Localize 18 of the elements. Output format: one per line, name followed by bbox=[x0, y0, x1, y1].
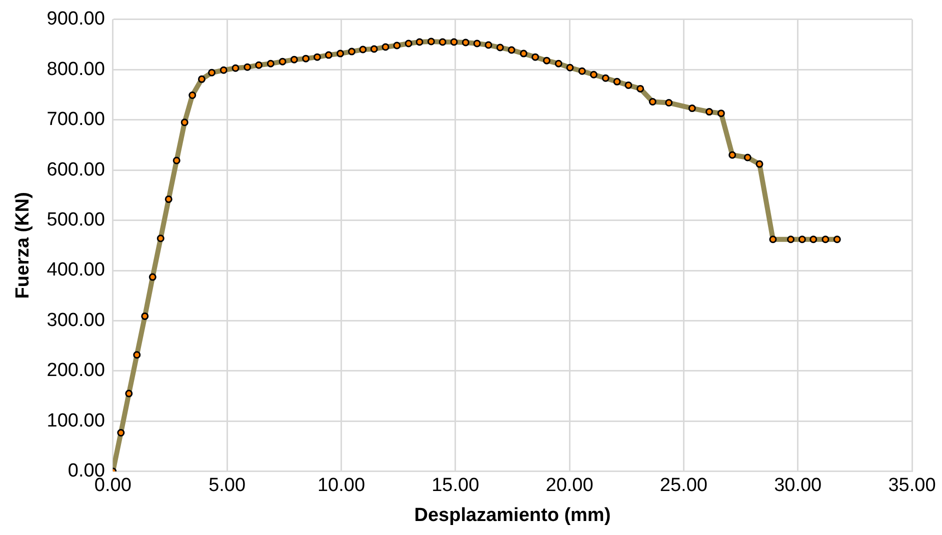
x-tick-label: 30.00 bbox=[774, 475, 822, 496]
x-axis-title: Desplazamiento (mm) bbox=[414, 504, 611, 526]
y-tick-label: 100.00 bbox=[46, 410, 105, 432]
x-tick-label: 35.00 bbox=[888, 475, 936, 496]
x-tick-label: 15.00 bbox=[432, 475, 480, 496]
x-tick-label: 25.00 bbox=[660, 475, 708, 496]
y-tick-label: 400.00 bbox=[46, 260, 105, 281]
x-tick-label: 5.00 bbox=[208, 475, 246, 496]
y-tick-label: 500.00 bbox=[46, 210, 105, 231]
x-tick-label: 10.00 bbox=[317, 475, 365, 496]
x-tick-label: 20.00 bbox=[546, 475, 594, 496]
y-tick-label: 300.00 bbox=[46, 310, 105, 331]
y-tick-label: 800.00 bbox=[46, 58, 105, 80]
y-tick-label: 600.00 bbox=[46, 159, 105, 180]
y-tick-label: 200.00 bbox=[46, 360, 105, 382]
y-tick-label: 700.00 bbox=[46, 109, 105, 130]
y-axis-title: Fuerza (KN) bbox=[12, 192, 34, 299]
y-tick-label: 900.00 bbox=[46, 8, 105, 30]
